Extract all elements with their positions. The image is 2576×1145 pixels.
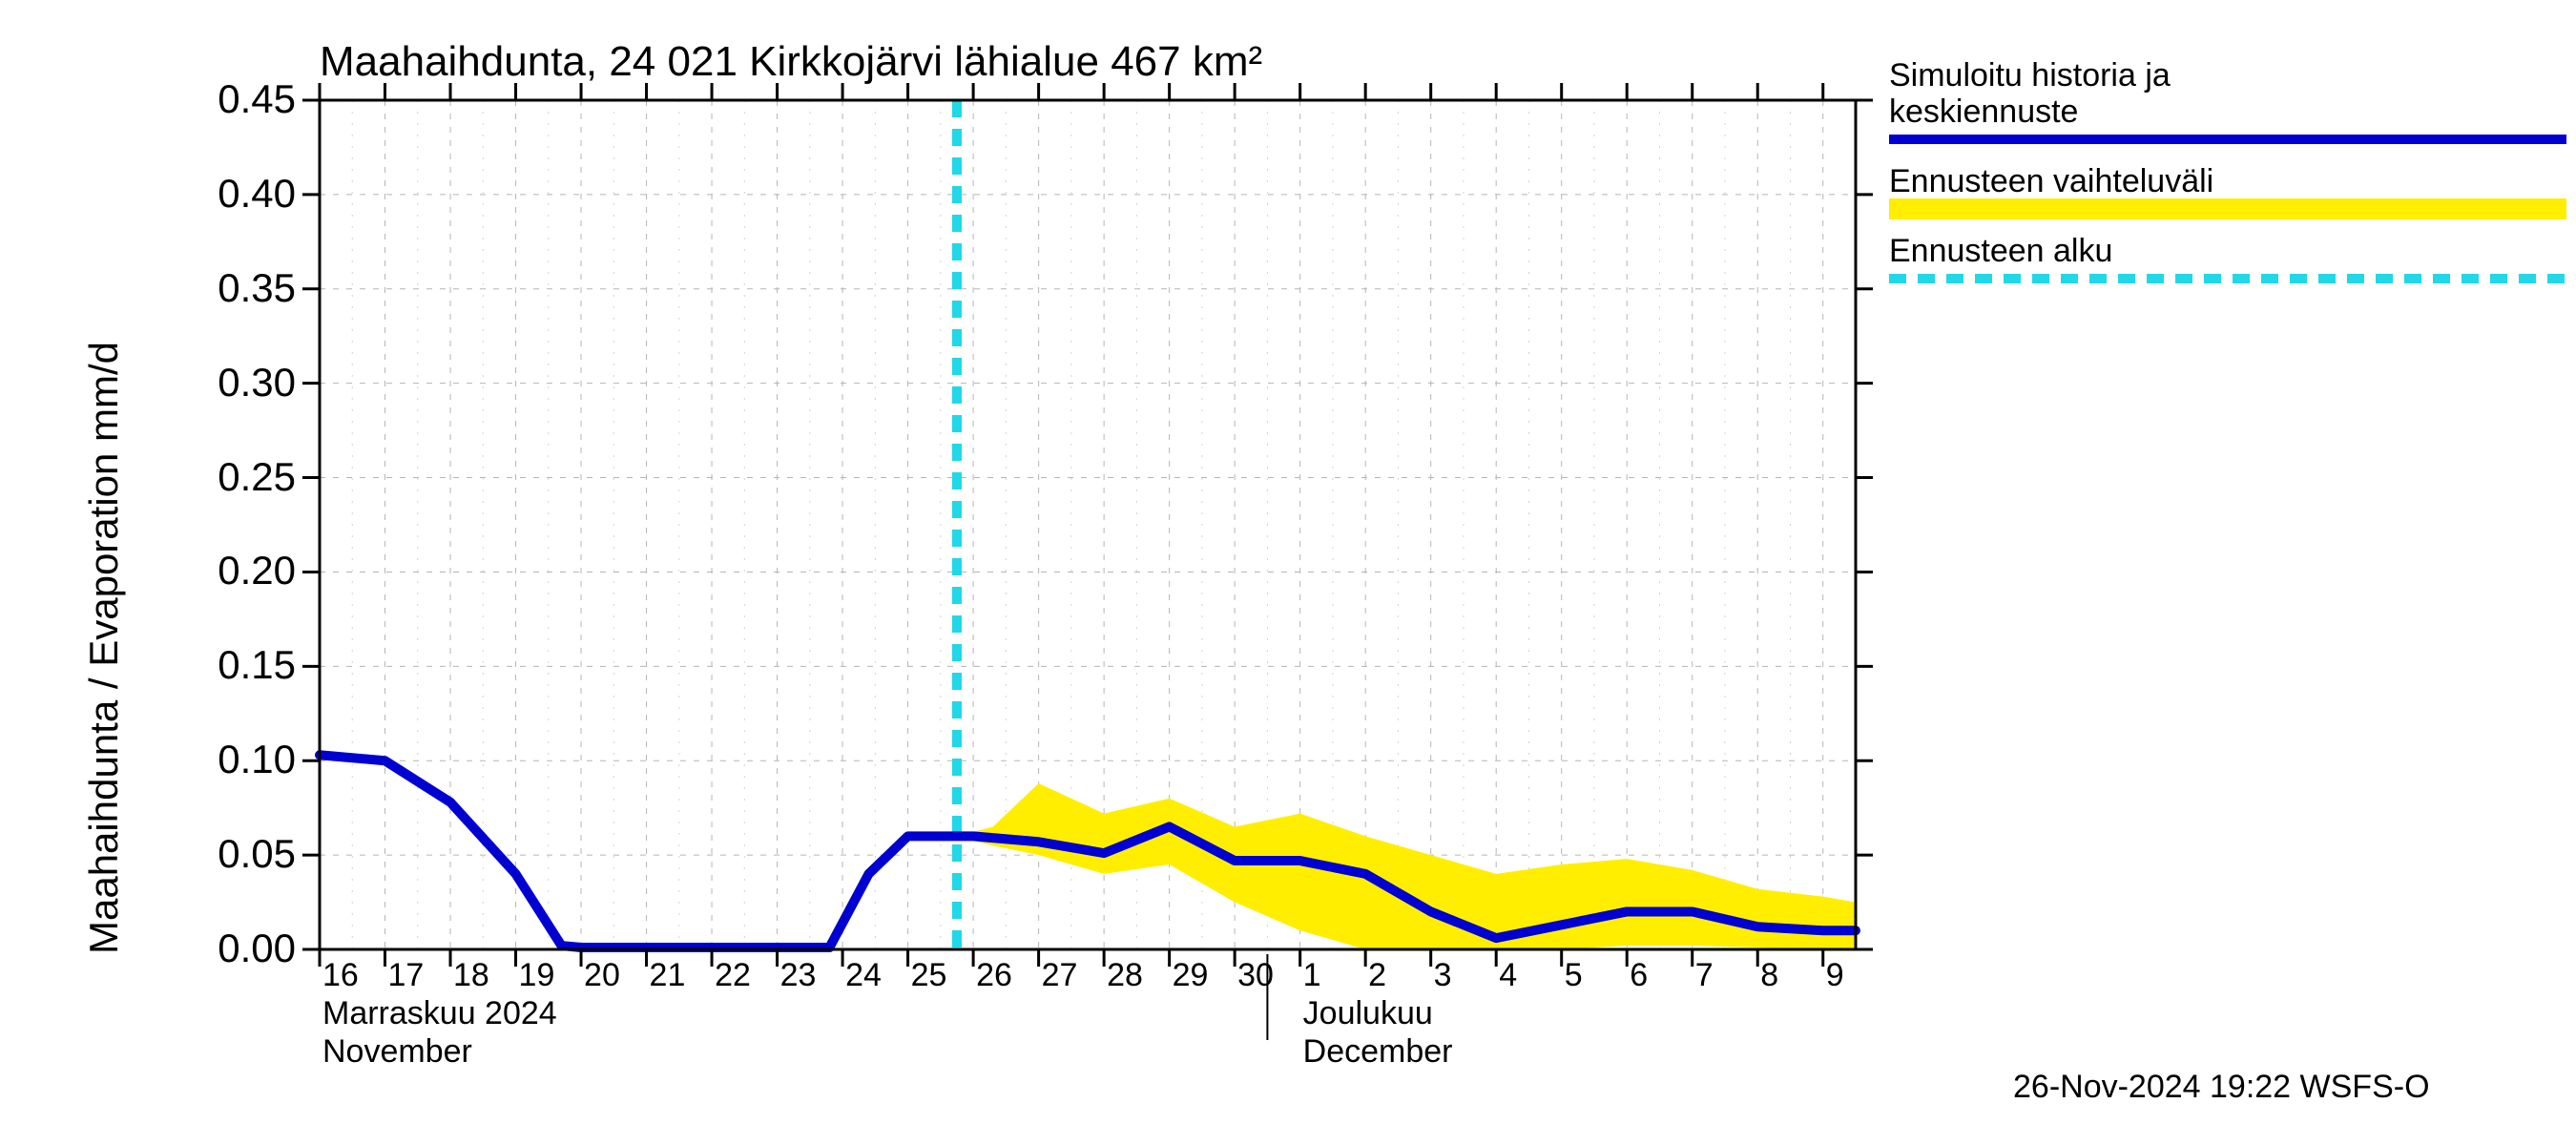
y-tick-label: 0.45 [167, 76, 296, 122]
x-tick-label: 16 [322, 957, 359, 994]
x-tick-label: 22 [715, 957, 751, 994]
x-tick-label: 3 [1434, 957, 1452, 994]
y-tick-label: 0.35 [167, 265, 296, 311]
x-tick-label: 19 [519, 957, 555, 994]
y-tick-label: 0.30 [167, 360, 296, 406]
x-tick-label: 24 [845, 957, 882, 994]
x-tick-label: 6 [1630, 957, 1648, 994]
x-tick-label: 4 [1499, 957, 1517, 994]
x-tick-label: 29 [1173, 957, 1209, 994]
x-tick-label: 5 [1565, 957, 1583, 994]
x-tick-label: 9 [1826, 957, 1844, 994]
x-tick-label: 30 [1237, 957, 1274, 994]
x-tick-label: 1 [1303, 957, 1321, 994]
footer-timestamp: 26-Nov-2024 19:22 WSFS-O [2013, 1069, 2430, 1106]
x-tick-label: 28 [1107, 957, 1143, 994]
y-tick-label: 0.40 [167, 171, 296, 217]
y-tick-label: 0.00 [167, 926, 296, 971]
x-tick-label: 18 [453, 957, 489, 994]
y-tick-label: 0.05 [167, 831, 296, 877]
x-tick-label: 2 [1368, 957, 1386, 994]
x-tick-label: 23 [780, 957, 817, 994]
forecast-band [957, 783, 1856, 949]
x-tick-label: 8 [1760, 957, 1778, 994]
x-tick-label: 26 [976, 957, 1012, 994]
x-tick-label: 7 [1695, 957, 1714, 994]
legend-label: Ennusteen vaihteluväli [1889, 163, 2213, 200]
x-tick-label: 21 [650, 957, 686, 994]
x-tick-label: 20 [584, 957, 620, 994]
month-label: November [322, 1033, 472, 1071]
month-label: Marraskuu 2024 [322, 995, 557, 1032]
legend-label: keskiennuste [1889, 94, 2078, 131]
y-tick-label: 0.15 [167, 642, 296, 688]
month-label: Joulukuu [1303, 995, 1433, 1032]
y-tick-label: 0.10 [167, 737, 296, 782]
x-tick-label: 25 [911, 957, 947, 994]
chart-container: Maahaihdunta, 24 021 Kirkkojärvi lähialu… [0, 0, 2576, 1145]
legend-label: Simuloitu historia ja [1889, 57, 2171, 94]
x-tick-label: 17 [388, 957, 425, 994]
y-tick-label: 0.25 [167, 454, 296, 500]
x-tick-label: 27 [1042, 957, 1078, 994]
month-label: December [1303, 1033, 1453, 1071]
legend-label: Ennusteen alku [1889, 233, 2112, 270]
y-tick-label: 0.20 [167, 548, 296, 593]
